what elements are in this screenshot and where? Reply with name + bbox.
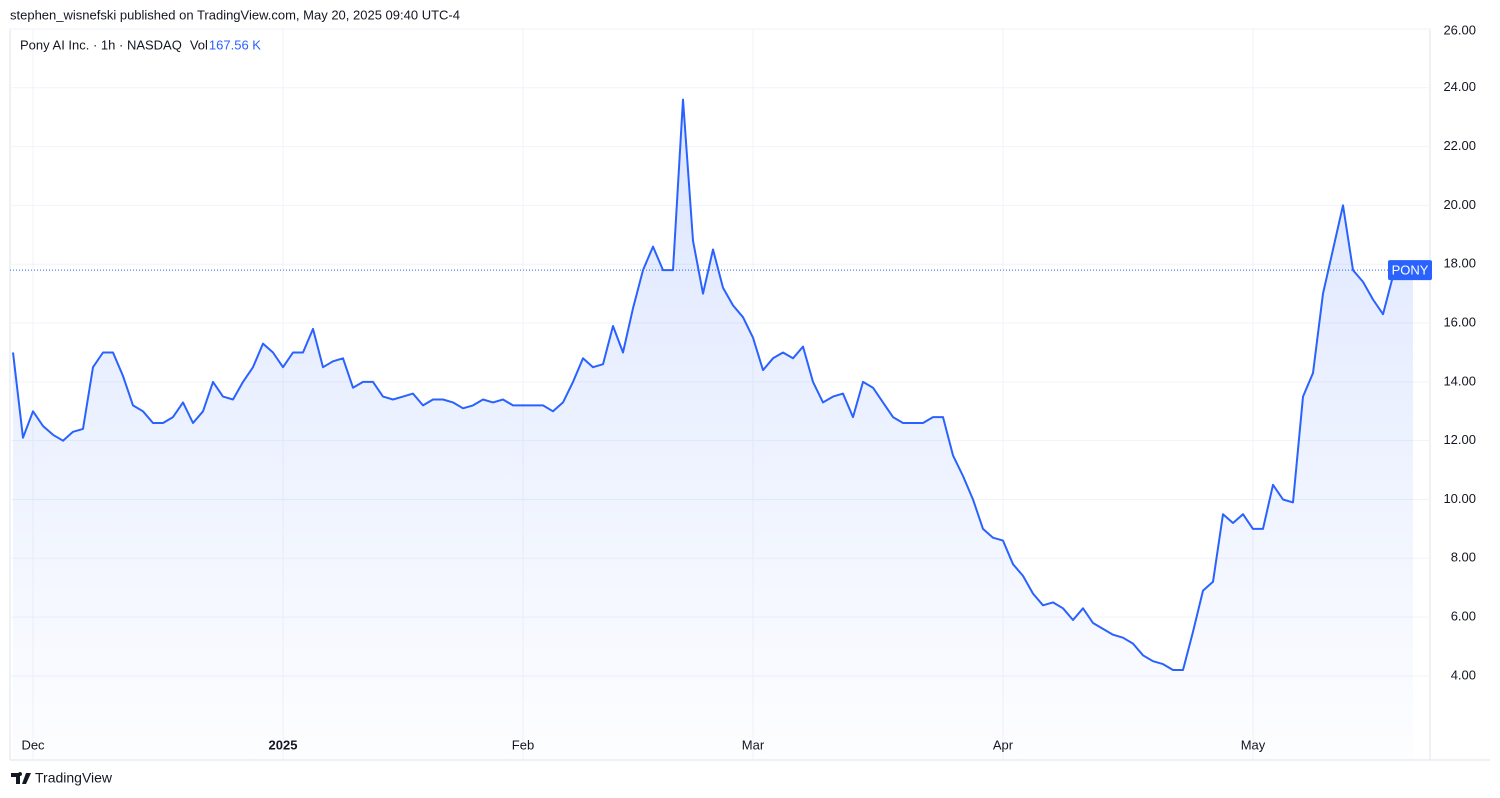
- brand-logo: [11, 772, 31, 784]
- y-tick-label: 20.00: [1443, 197, 1476, 212]
- x-tick-label: Feb: [512, 737, 534, 752]
- legend-title: Pony AI Inc. · 1h · NASDAQ: [20, 37, 182, 52]
- x-tick-label: Apr: [993, 737, 1014, 752]
- y-tick-label: 24.00: [1443, 79, 1476, 94]
- y-tick-label: 12.00: [1443, 432, 1476, 447]
- volume-value: 167.56 K: [209, 37, 261, 52]
- y-tick-label: 8.00: [1451, 550, 1476, 565]
- symbol-badge: [1388, 260, 1432, 281]
- y-tick-label: 16.00: [1443, 314, 1476, 329]
- x-tick-label: 2025: [269, 737, 298, 752]
- y-tick-label: 4.00: [1451, 667, 1476, 682]
- plot: PONY: [10, 98, 1432, 761]
- x-tick-label: Dec: [21, 737, 45, 752]
- area-fill: [13, 99, 1413, 761]
- y-tick-label: 10.00: [1443, 491, 1476, 506]
- axes: 4.00 6.00 8.00 10.00 12.00 14.00 16.00 18.00 20.…: [21, 22, 1476, 752]
- y-tick-label: 18.00: [1443, 256, 1476, 271]
- y-tick-label: 14.00: [1443, 373, 1476, 388]
- publisher: stephen_wisnefski published on TradingVi…: [10, 7, 460, 22]
- y-tick-label: 22.00: [1443, 138, 1476, 153]
- y-tick-label: 26.00: [1443, 22, 1476, 37]
- x-tick-label: May: [1241, 737, 1266, 752]
- symbol-badge-label: PONY: [1392, 263, 1429, 278]
- volume-label: Vol: [190, 37, 208, 52]
- price-line: [12, 98, 1414, 671]
- brand: TradingView: [11, 770, 113, 786]
- y-tick-label: 6.00: [1451, 609, 1476, 624]
- x-tick-label: Mar: [742, 737, 765, 752]
- brand-name: TradingView: [35, 770, 113, 786]
